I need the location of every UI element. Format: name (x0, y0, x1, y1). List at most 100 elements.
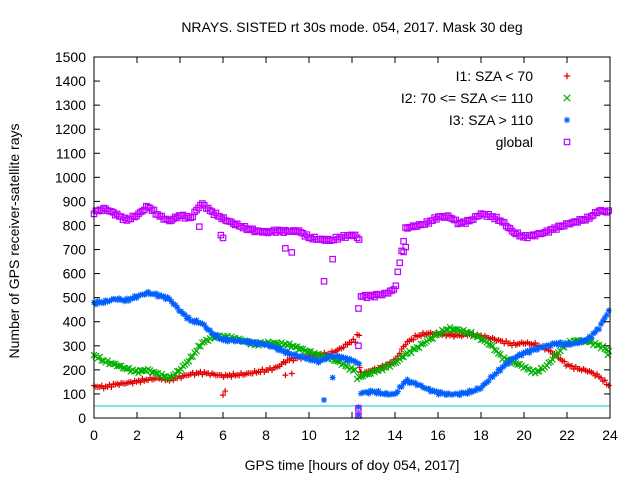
outlier-point (355, 405, 362, 412)
data-point (400, 237, 407, 245)
x-tick-label: 16 (430, 427, 446, 443)
data-point (177, 365, 185, 373)
legend-marker (563, 72, 571, 80)
data-point (475, 333, 483, 340)
x-tick-label: 22 (559, 427, 575, 443)
data-point (596, 326, 603, 333)
data-point (456, 392, 463, 399)
data-point (241, 338, 248, 345)
data-point (307, 347, 315, 355)
data-point (505, 360, 512, 367)
tick-labels: 0100200300400500600700800900100011001200… (55, 49, 618, 443)
data-point (222, 335, 229, 342)
data-point (390, 359, 398, 367)
data-point (520, 364, 527, 372)
data-point (567, 341, 574, 348)
data-point (388, 287, 396, 294)
data-point (447, 391, 454, 398)
data-point (398, 383, 405, 390)
data-point (493, 370, 500, 377)
data-point (402, 350, 409, 358)
data-point (237, 223, 245, 230)
data-point (166, 373, 173, 380)
data-point (358, 390, 365, 397)
y-tick-label: 1300 (55, 97, 86, 113)
data-point (425, 385, 432, 392)
data-point (131, 367, 139, 375)
data-point (98, 357, 106, 365)
data-point (605, 207, 613, 214)
data-point (185, 357, 193, 365)
data-point (326, 237, 334, 245)
data-point (334, 352, 341, 359)
data-point (586, 333, 593, 340)
data-point (332, 353, 339, 360)
data-point (214, 332, 221, 339)
data-point (495, 217, 502, 224)
data-point (125, 364, 133, 372)
legend-label: I2: 70 <= SZA <= 110 (401, 90, 533, 106)
y-tick-label: 1100 (56, 145, 86, 161)
data-point (448, 215, 456, 222)
data-point (478, 385, 484, 392)
x-tick-label: 18 (473, 427, 489, 443)
data-point (387, 391, 394, 398)
data-point (305, 354, 312, 361)
data-point (171, 370, 179, 378)
data-point (301, 347, 309, 354)
data-point (601, 345, 609, 353)
data-point (321, 355, 328, 362)
data-point (592, 329, 599, 336)
y-tick-label: 300 (63, 338, 87, 354)
data-point (139, 207, 146, 215)
data-point (109, 360, 117, 368)
data-point (305, 348, 313, 356)
data-point (239, 224, 247, 232)
y-tick-label: 1000 (55, 169, 86, 185)
data-point (582, 216, 589, 224)
data-point (375, 388, 382, 395)
data-point (96, 299, 103, 306)
outlier-point (288, 370, 295, 377)
data-point (462, 329, 469, 336)
data-point (551, 341, 558, 348)
data-point (508, 355, 515, 362)
data-point (148, 207, 156, 215)
data-point (605, 382, 612, 389)
data-point (100, 300, 107, 307)
data-point (398, 353, 406, 361)
data-point (433, 388, 440, 395)
series-layer (90, 200, 613, 419)
data-point (344, 363, 351, 371)
data-point (104, 298, 111, 305)
data-point (147, 291, 154, 298)
data-point (487, 341, 495, 349)
data-point (209, 330, 216, 337)
data-point (150, 291, 157, 298)
outlier-point (355, 305, 362, 312)
data-point (497, 217, 504, 225)
y-tick-label: 100 (63, 386, 87, 402)
data-point (388, 360, 396, 368)
data-point (286, 340, 293, 347)
outlier-point (329, 374, 336, 381)
data-point (173, 367, 181, 375)
data-point (353, 234, 361, 242)
data-point (340, 344, 347, 351)
data-point (137, 292, 144, 299)
data-point (514, 361, 522, 369)
series-4 (90, 200, 613, 419)
y-tick-label: 400 (63, 314, 87, 330)
x-tick-label: 12 (344, 427, 360, 443)
data-point (398, 247, 405, 255)
data-point (417, 340, 425, 348)
x-tick-label: 2 (133, 427, 141, 443)
data-point (290, 351, 297, 358)
y-tick-label: 0 (78, 410, 86, 426)
data-point (170, 301, 177, 308)
data-point (603, 311, 610, 318)
x-tick-label: 8 (262, 427, 270, 443)
data-point (269, 343, 276, 350)
data-point (603, 209, 611, 216)
